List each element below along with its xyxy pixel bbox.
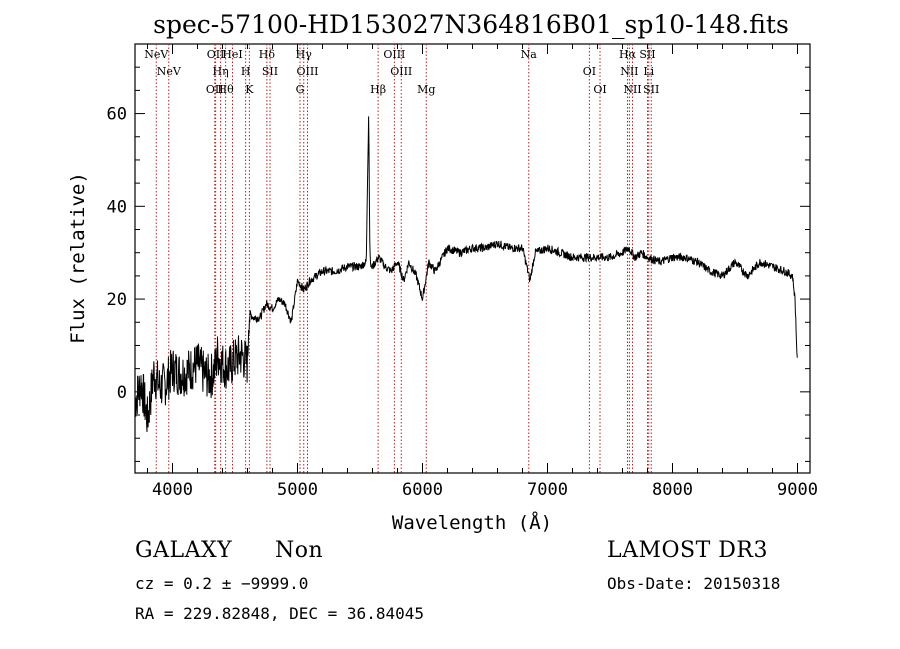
x-tick-label: 9000 bbox=[777, 480, 818, 500]
y-axis-label: Flux (relative) bbox=[67, 172, 89, 344]
spectral-line-labels: NeV NeV OII OII Hη Hθ HeI HK Hδ SII G Hγ OIII Hβ OIII O… bbox=[144, 48, 659, 96]
y-tick-label: 20 bbox=[107, 290, 127, 310]
y-axis-ticks: 0 20 40 60 bbox=[107, 66, 810, 462]
marker-label: Hα bbox=[619, 48, 637, 61]
spectrum-series-line bbox=[134, 116, 798, 433]
marker-label: NII bbox=[620, 65, 638, 78]
marker-label: G bbox=[296, 83, 305, 96]
marker-label: SII bbox=[643, 83, 659, 96]
x-tick-label: 4000 bbox=[152, 480, 193, 500]
marker-label: NeV bbox=[144, 48, 169, 61]
marker-label: Li bbox=[643, 65, 654, 78]
survey-name: LAMOST DR3 bbox=[607, 538, 768, 563]
x-axis-label: Wavelength (Å) bbox=[392, 511, 552, 534]
chart-title: spec-57100-HD153027N364816B01_sp10-148.f… bbox=[153, 10, 789, 39]
marker-label: OI bbox=[583, 65, 596, 78]
marker-label: NeV bbox=[157, 65, 182, 78]
marker-label: Hβ bbox=[370, 83, 386, 96]
x-tick-label: 8000 bbox=[652, 480, 693, 500]
redshift-readout: cz = 0.2 ± −9999.0 bbox=[135, 574, 309, 593]
marker-label: HeI bbox=[222, 48, 242, 61]
marker-label: OII bbox=[207, 48, 225, 61]
marker-label: OIII bbox=[296, 65, 318, 78]
y-tick-label: 40 bbox=[107, 197, 127, 217]
marker-label: Na bbox=[521, 48, 538, 61]
marker-label: NII bbox=[623, 83, 641, 96]
object-class: GALAXY bbox=[135, 538, 233, 563]
x-tick-label: 6000 bbox=[402, 480, 443, 500]
x-tick-label: 5000 bbox=[277, 480, 318, 500]
y-tick-label: 0 bbox=[117, 383, 127, 403]
marker-label: Mg bbox=[417, 83, 435, 96]
y-tick-label: 60 bbox=[107, 105, 127, 125]
marker-label: OII bbox=[206, 83, 224, 96]
marker-label: H bbox=[241, 65, 251, 78]
marker-label: SII bbox=[262, 65, 278, 78]
marker-label: OIII bbox=[383, 48, 405, 61]
x-axis-ticks: 4000 5000 6000 7000 8000 9000 bbox=[147, 44, 818, 500]
marker-label: OI bbox=[593, 83, 606, 96]
marker-label: Hθ bbox=[218, 83, 235, 96]
object-subclass: Non bbox=[275, 538, 324, 563]
marker-label: SII bbox=[639, 48, 655, 61]
marker-label: OIII bbox=[390, 65, 412, 78]
observation-date: Obs-Date: 20150318 bbox=[607, 574, 781, 593]
x-tick-label: 7000 bbox=[527, 480, 568, 500]
marker-label: Hδ bbox=[259, 48, 276, 61]
plot-frame bbox=[134, 43, 811, 474]
coordinates-readout: RA = 229.82848, DEC = 36.84045 bbox=[135, 604, 424, 623]
marker-label: Hγ bbox=[296, 48, 313, 61]
marker-label: Hη bbox=[213, 65, 229, 78]
marker-label: K bbox=[245, 83, 254, 96]
